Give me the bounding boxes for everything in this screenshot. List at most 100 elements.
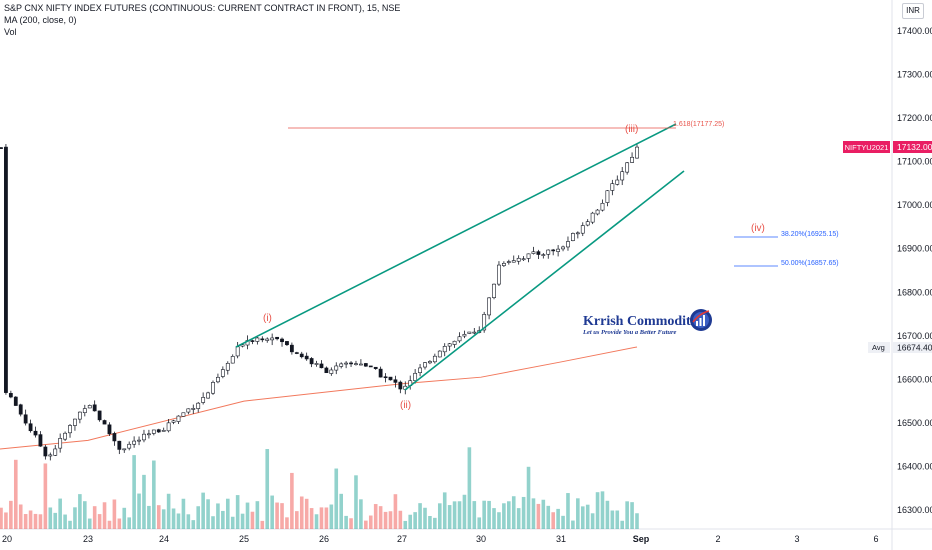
volume-bar	[531, 498, 536, 529]
candle	[186, 408, 191, 415]
volume-bar	[97, 514, 102, 529]
time-tick-label: 26	[319, 534, 329, 544]
candle	[87, 404, 92, 409]
symbol-title[interactable]: S&P CNX NIFTY INDEX FUTURES (CONTINUOUS:…	[4, 3, 401, 13]
volume-bar	[201, 492, 205, 529]
candle	[501, 261, 506, 268]
volume-bar	[447, 505, 452, 529]
volume-bar	[423, 507, 427, 529]
volume-bar	[605, 500, 610, 529]
volume-bar	[290, 472, 294, 529]
volume-bar	[576, 498, 580, 529]
candle	[58, 433, 63, 453]
volume-bar	[368, 515, 373, 529]
volume-bar	[487, 500, 491, 529]
candle	[561, 245, 565, 252]
last-price-tag: NIFTYU2021 17132.00	[843, 141, 932, 153]
candle	[309, 357, 314, 368]
candle	[635, 143, 639, 159]
volume-bar	[285, 517, 289, 529]
volume-bar	[147, 505, 151, 529]
volume-bar	[452, 501, 457, 529]
candle	[235, 341, 240, 359]
volume-bar	[196, 506, 201, 529]
candle	[551, 248, 556, 256]
volume-bar	[516, 508, 521, 529]
wedge-lower-trendline[interactable]	[404, 170, 685, 391]
volume-bar	[309, 508, 314, 529]
candle	[147, 429, 151, 439]
volume-bar	[388, 511, 393, 529]
volume-bar	[107, 520, 112, 529]
vol-legend[interactable]: Vol	[4, 27, 17, 37]
candle	[285, 341, 289, 347]
volume-bar	[383, 511, 388, 529]
currency-button[interactable]: INR	[902, 3, 924, 19]
volume-bar	[225, 498, 230, 529]
candle	[334, 362, 339, 375]
candle	[4, 144, 8, 395]
candle	[516, 255, 521, 265]
wedge-upper-trendline[interactable]	[235, 123, 677, 348]
volume-bar	[492, 508, 496, 529]
price-tick-label: 16800.00	[897, 287, 932, 297]
volume-bar	[526, 466, 531, 529]
candle	[220, 366, 225, 379]
volume-bar	[112, 499, 117, 529]
volume-bar	[521, 496, 526, 529]
volume-bar	[566, 493, 570, 529]
volume-bar	[9, 500, 13, 529]
volume-bar	[373, 504, 378, 529]
candle	[265, 337, 270, 343]
price-tick-label: 17100.00	[897, 157, 932, 167]
candle	[230, 354, 235, 364]
volume-bar	[344, 515, 348, 529]
volume-bar	[181, 498, 186, 529]
volume-bar	[393, 494, 398, 529]
volume-bar	[536, 503, 541, 529]
volume-bar	[23, 514, 28, 529]
price-axis[interactable]: 17400.00 17300.00 17200.00 17100.00 17000.00…	[897, 26, 932, 515]
volume-bar	[437, 503, 442, 529]
candle	[304, 352, 309, 361]
candle	[211, 380, 215, 395]
candle	[324, 366, 329, 374]
volume-bar	[48, 507, 53, 529]
candle	[546, 249, 551, 259]
candle	[0, 146, 3, 150]
candle	[571, 232, 575, 242]
candle	[319, 360, 324, 369]
volume-bar	[319, 507, 324, 529]
volume-bar	[260, 520, 265, 529]
candle	[600, 199, 605, 212]
volume-bar	[477, 517, 482, 529]
volume-bar	[551, 512, 555, 529]
candle	[442, 343, 447, 357]
price-tick-label: 17400.00	[897, 26, 932, 36]
time-axis[interactable]: 20 23 24 25 26 27 30 31 Sep 2 3 6	[2, 534, 879, 544]
brand-tagline: Let us Provide You a Better Future	[582, 329, 677, 336]
candle	[615, 175, 620, 186]
candle	[595, 208, 600, 216]
candle	[398, 380, 403, 394]
candle	[452, 340, 457, 348]
volume-bar	[354, 475, 358, 529]
wave-iii-label: (iii)	[625, 124, 638, 135]
volume-bar	[83, 501, 87, 529]
avg-price-tag: Avg 16674.40	[868, 342, 932, 353]
volume-bar	[132, 455, 136, 529]
candle	[531, 246, 536, 255]
volume-bar	[255, 501, 260, 529]
volume-bar	[418, 503, 422, 529]
price-tick-label: 17000.00	[897, 200, 932, 210]
candle	[176, 415, 181, 425]
candle	[112, 431, 117, 446]
volume-bar	[28, 510, 33, 529]
volume-bar	[73, 507, 77, 529]
candle	[388, 376, 393, 381]
volume-bar	[156, 505, 161, 529]
candle	[536, 249, 541, 260]
ma-legend[interactable]: MA (200, close, 0)	[4, 15, 77, 25]
candle	[73, 418, 77, 431]
